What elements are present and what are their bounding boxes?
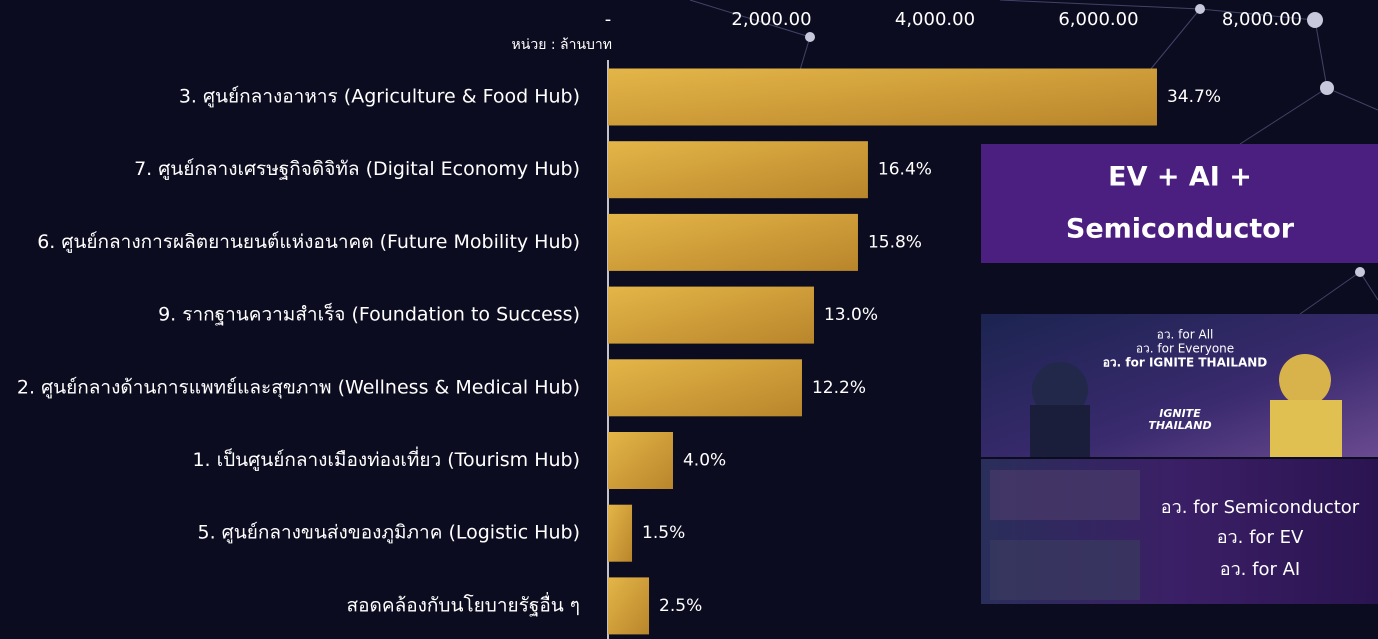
- data-label: 1.5%: [642, 523, 685, 543]
- data-label: 15.8%: [868, 232, 922, 252]
- data-label: 16.4%: [878, 160, 932, 180]
- category-label: 2. ศูนย์กลางด้านการแพทย์และสุขภาพ (Welln…: [17, 376, 580, 399]
- unit-label: หน่วย : ล้านบาท: [512, 37, 612, 53]
- category-label: 9. รากฐานความสำเร็จ (Foundation to Succe…: [158, 302, 580, 326]
- category-label: สอดคล้องกับนโยบายรัฐอื่น ๆ: [347, 591, 580, 616]
- panels: EV + AI + Semiconductor อว. for All อว. …: [981, 144, 1378, 604]
- bar: [608, 286, 814, 344]
- photo: [990, 470, 1140, 520]
- x-tick-label: -: [605, 9, 612, 30]
- bar: [608, 141, 868, 199]
- headline: EV + AI +: [1108, 162, 1252, 193]
- data-label: 34.7%: [1167, 87, 1221, 107]
- photo: [990, 540, 1140, 600]
- category-label: 6. ศูนย์กลางการผลิตยานยนต์แห่งอนาคต (Fut…: [37, 231, 580, 253]
- bar: [608, 213, 858, 271]
- x-tick-label: 4,000.00: [895, 9, 975, 30]
- x-tick-label: 2,000.00: [731, 9, 811, 30]
- logo-text: IGNITE: [1159, 407, 1201, 420]
- x-tick-label: 6,000.00: [1058, 9, 1138, 30]
- banner-text: อว. for All: [1157, 328, 1214, 342]
- person: [1030, 405, 1090, 457]
- bar: [608, 68, 1157, 126]
- category-label: 5. ศูนย์กลางขนส่งของภูมิภาค (Logistic Hu…: [197, 522, 580, 544]
- data-label: 2.5%: [659, 596, 702, 616]
- banner-text: อว. for AI: [1220, 559, 1300, 580]
- banner-text: อว. for Everyone: [1136, 342, 1234, 356]
- bar: [608, 359, 802, 417]
- headline-box: [981, 144, 1378, 263]
- logo-text: THAILAND: [1148, 419, 1211, 432]
- data-label: 12.2%: [812, 378, 866, 398]
- bar: [608, 577, 650, 635]
- banner-text: อว. for EV: [1217, 527, 1304, 548]
- category-label: 1. เป็นศูนย์กลางเมืองท่องเที่ยว (Tourism…: [192, 446, 580, 471]
- data-label: 4.0%: [683, 451, 726, 471]
- banner-text: อว. for IGNITE THAILAND: [1103, 356, 1268, 370]
- network-nodes: [805, 4, 1365, 277]
- data-label: 13.0%: [824, 305, 878, 325]
- category-label: 3. ศูนย์กลางอาหาร (Agriculture & Food Hu…: [179, 86, 580, 108]
- person: [1032, 362, 1088, 418]
- person: [1270, 400, 1342, 457]
- bar: [608, 504, 633, 562]
- headline: Semiconductor: [1066, 214, 1295, 245]
- banner-text: อว. for Semiconductor: [1161, 497, 1360, 518]
- person: [1279, 354, 1331, 406]
- bar: [608, 432, 673, 489]
- network-decor: [689, 0, 1378, 315]
- x-tick-label: 8,000.00: [1222, 9, 1302, 30]
- category-label: 7. ศูนย์กลางเศรษฐกิจดิจิทัล (Digital Eco…: [134, 158, 580, 180]
